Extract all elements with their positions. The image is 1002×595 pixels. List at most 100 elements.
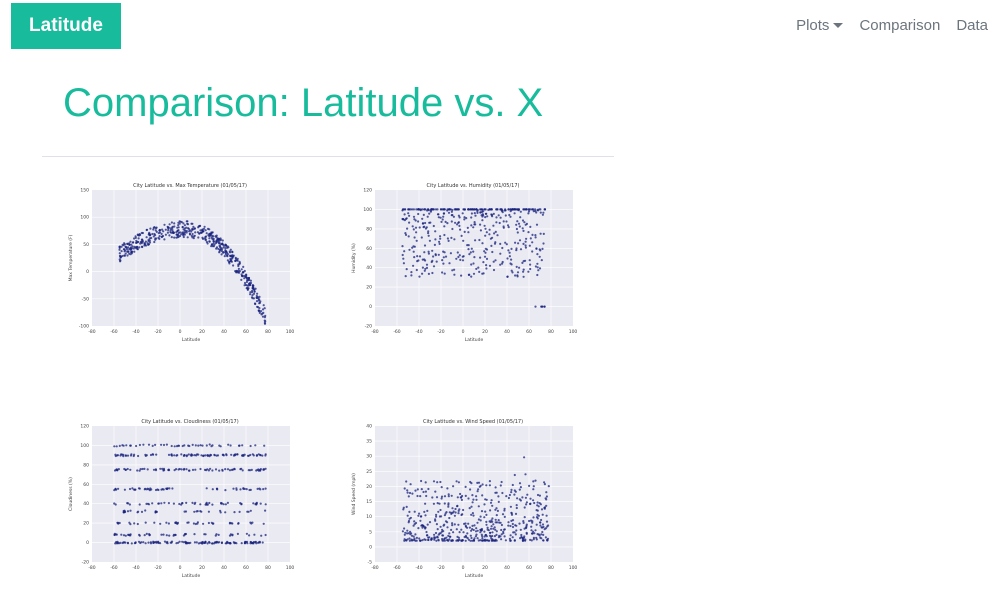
- scatter-point: [519, 537, 522, 540]
- scatter-point: [495, 507, 498, 510]
- scatter-point: [130, 453, 133, 456]
- scatter-point: [485, 484, 488, 487]
- scatter-point: [469, 251, 472, 254]
- scatter-point: [525, 523, 528, 526]
- scatter-point: [495, 514, 498, 517]
- scatter-point: [543, 208, 546, 211]
- nav-comparison-link[interactable]: Comparison: [859, 17, 941, 34]
- scatter-point: [141, 238, 144, 241]
- scatter-point: [424, 490, 427, 493]
- scatter-point: [197, 444, 200, 447]
- scatter-point: [470, 263, 473, 266]
- scatter-point: [503, 507, 506, 510]
- scatter-point: [425, 530, 428, 534]
- scatter-point: [239, 488, 242, 491]
- scatter-point: [535, 247, 538, 250]
- scatter-point: [413, 236, 416, 239]
- temperature-plot-image[interactable]: City Latitude vs. Max Temperature (01/05…: [62, 178, 297, 346]
- humidity-plot-image[interactable]: City Latitude vs. Humidity (01/05/17) 12…: [345, 178, 580, 346]
- scatter-point: [419, 495, 422, 498]
- scatter-point: [542, 242, 545, 245]
- scatter-point: [463, 216, 466, 219]
- scatter-point: [261, 541, 264, 544]
- scatter-point: [450, 528, 453, 531]
- scatter-point: [424, 221, 427, 225]
- scatter-point: [148, 241, 152, 244]
- scatter-point: [434, 238, 437, 241]
- scatter-point: [474, 239, 477, 242]
- scatter-point: [442, 215, 445, 218]
- scatter-point: [173, 222, 176, 225]
- scatter-point: [461, 494, 464, 498]
- scatter-point: [467, 538, 470, 541]
- scatter-point: [186, 236, 189, 239]
- scatter-point: [237, 269, 240, 272]
- y-tick: -100: [79, 324, 89, 330]
- scatter-point: [443, 523, 446, 526]
- scatter-point: [224, 247, 227, 250]
- scatter-point: [239, 468, 242, 471]
- scatter-point: [229, 542, 232, 545]
- scatter-point: [161, 234, 165, 238]
- scatter-point: [444, 255, 448, 258]
- scatter-point: [481, 494, 484, 497]
- scatter-point: [245, 273, 248, 276]
- scatter-point: [240, 268, 243, 271]
- scatter-point: [527, 231, 530, 234]
- scatter-point: [439, 216, 442, 219]
- scatter-point: [118, 248, 121, 251]
- nav-data-link[interactable]: Data: [956, 17, 988, 34]
- scatter-point: [483, 255, 487, 258]
- scatter-point: [499, 242, 502, 245]
- scatter-point: [119, 259, 122, 262]
- scatter-point: [440, 495, 444, 498]
- scatter-point: [198, 232, 201, 235]
- scatter-point: [483, 250, 486, 253]
- scatter-point: [439, 532, 442, 535]
- scatter-point: [154, 510, 157, 514]
- scatter-point: [534, 265, 537, 268]
- scatter-point: [180, 233, 183, 236]
- scatter-point: [497, 214, 500, 217]
- scatter-point: [128, 521, 131, 524]
- scatter-point: [168, 534, 171, 537]
- scatter-point: [537, 505, 540, 508]
- scatter-point: [475, 498, 478, 501]
- scatter-point: [412, 264, 415, 267]
- scatter-point: [251, 284, 254, 288]
- scatter-point: [130, 247, 133, 251]
- scatter-point: [206, 242, 209, 245]
- scatter-point: [417, 259, 420, 262]
- scatter-point: [477, 518, 480, 521]
- scatter-point: [126, 254, 129, 257]
- scatter-point: [460, 528, 463, 531]
- scatter-point: [208, 540, 211, 544]
- scatter-point: [497, 519, 500, 522]
- scatter-point: [221, 239, 224, 242]
- nav-plots-dropdown[interactable]: Plots: [796, 17, 844, 34]
- scatter-point: [464, 522, 467, 525]
- scatter-point: [193, 510, 196, 513]
- scatter-point: [420, 236, 423, 239]
- brand-link[interactable]: Latitude: [11, 3, 121, 49]
- scatter-point: [539, 249, 542, 252]
- scatter-point: [522, 229, 525, 232]
- cloudiness-plot-image[interactable]: City Latitude vs. Cloudiness (01/05/17) …: [62, 414, 297, 582]
- scatter-point: [503, 535, 506, 538]
- scatter-point: [163, 540, 167, 543]
- scatter-point: [194, 468, 197, 471]
- scatter-point: [224, 489, 227, 492]
- scatter-point: [534, 234, 537, 237]
- scatter-point: [417, 527, 420, 530]
- scatter-point: [190, 230, 193, 233]
- wind-speed-plot-image[interactable]: City Latitude vs. Wind Speed (01/05/17) …: [345, 414, 580, 582]
- scatter-point: [127, 502, 130, 505]
- scatter-point: [539, 524, 542, 527]
- scatter-point: [508, 493, 511, 497]
- scatter-point: [153, 240, 156, 244]
- scatter-point: [167, 468, 170, 471]
- scatter-point: [204, 229, 207, 232]
- scatter-point: [515, 529, 518, 532]
- scatter-point: [178, 220, 181, 223]
- scatter-point: [425, 494, 428, 498]
